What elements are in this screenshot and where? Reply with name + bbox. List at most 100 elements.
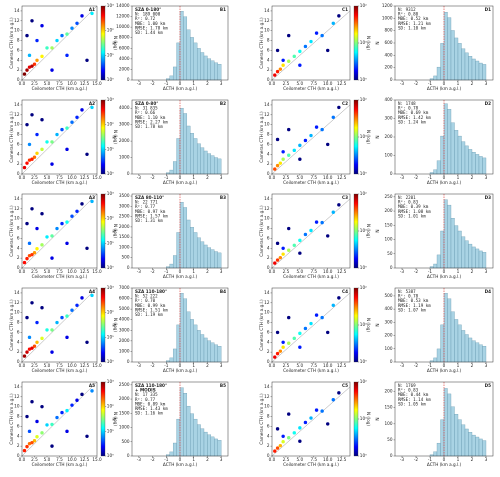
y-tick-label: 14 (264, 290, 270, 295)
histogram-bar (482, 64, 487, 81)
panel-label: C3 (342, 195, 348, 200)
one-to-one-line (271, 10, 351, 81)
x-tick-label: 0.0 (269, 457, 276, 462)
colorbar-tick-label: 10³ (107, 285, 114, 290)
colorbar-tick-label: 10³ (107, 379, 114, 384)
x-tick-label: 5.0 (297, 363, 304, 368)
density-point (275, 163, 280, 168)
y-tick-label: 10 (14, 216, 20, 221)
density-point (32, 155, 37, 159)
x-tick-label: -1 (164, 175, 169, 180)
density-point (281, 246, 285, 250)
x-tick-label: 7.5 (310, 457, 317, 462)
density-point (287, 153, 291, 157)
x-tick-label: 2.5 (31, 457, 38, 462)
density-point (70, 308, 74, 312)
x-tick-label: 2 (471, 81, 474, 86)
x-tick-label: -2 (414, 457, 419, 462)
histogram-bar (196, 237, 201, 269)
density-point (30, 440, 34, 445)
y-tick-label: 50 (387, 251, 393, 256)
plot-frame (394, 381, 494, 457)
density-point (30, 19, 34, 23)
x-tick-label: -3 (400, 363, 405, 368)
x-tick-label: 2 (471, 363, 474, 368)
colorbar-tick-label: 10¹ (107, 146, 114, 151)
colorbar-tick-label: 10¹ (360, 134, 367, 139)
panel-label: B1 (220, 7, 226, 12)
colorbar (353, 5, 359, 81)
one-to-one-line (21, 99, 98, 175)
density-point (50, 328, 54, 332)
panel-label: A1 (89, 7, 95, 12)
y-tick-label: 2000 (119, 396, 130, 401)
one-to-one-line (21, 381, 98, 457)
density-point (281, 434, 285, 438)
y-tick-label: 200 (385, 134, 393, 139)
density-point (35, 419, 39, 424)
x-tick-label: 12.5 (337, 81, 347, 86)
y-tick-label: 800 (385, 28, 393, 33)
one-to-one-line (271, 198, 351, 269)
y-axis-label: N (112, 135, 117, 138)
x-axis-label: ΔCTH (km a.g.l.) (427, 180, 462, 185)
y-tick-label: 4 (17, 151, 20, 156)
x-tick-label: -2 (150, 363, 155, 368)
density-point (80, 296, 84, 300)
x-axis-label: Ceilometer CTH (km a.g.l.) (32, 180, 88, 185)
density-point (85, 152, 89, 156)
histogram-bar (196, 330, 201, 363)
x-tick-label: 12.5 (80, 457, 90, 462)
density-point (25, 122, 29, 127)
colorbar-label: N (log) (113, 318, 118, 332)
density-point (70, 214, 74, 218)
colorbar-label: N (log) (366, 36, 371, 50)
density-point (80, 108, 84, 112)
density-point (30, 157, 34, 161)
colorbar-tick-label: 10⁰ (107, 359, 114, 364)
x-axis-label: Ceilometer CTH (km a.g.l.) (32, 274, 88, 279)
y-tick-label: 0 (390, 453, 393, 458)
histogram-bar (478, 438, 483, 457)
colorbar-tick-label: 10² (107, 216, 114, 221)
density-point (60, 410, 64, 415)
y-tick-label: 12 (264, 300, 270, 305)
stats-text: RMSE: 1.43 km (135, 406, 168, 411)
density-point (25, 315, 29, 320)
x-axis-label: ΔCTH (km a.g.l.) (427, 462, 462, 467)
x-tick-label: -1 (428, 363, 433, 368)
histogram-bar (176, 232, 181, 269)
density-point (314, 313, 319, 317)
y-tick-label: 6 (17, 47, 20, 52)
y-tick-label: 4 (17, 57, 20, 62)
colorbar (100, 5, 106, 81)
colorbar-tick-label: 10¹ (107, 52, 114, 57)
histogram-bar (196, 48, 201, 81)
x-tick-label: 12.5 (337, 457, 347, 462)
histogram-bar (207, 247, 212, 269)
histogram-bar (172, 161, 177, 175)
histogram-bar (207, 58, 212, 81)
y-tick-label: 0 (267, 453, 270, 458)
density-point (298, 426, 302, 430)
density-point (35, 38, 39, 43)
density-point (273, 167, 277, 171)
y-tick-label: 12 (264, 18, 270, 23)
y-tick-label: 2 (267, 161, 270, 166)
density-point (314, 220, 319, 224)
stats-text: SD: 1.44 km (135, 30, 163, 35)
plot-frame (271, 287, 351, 363)
histogram-bar (214, 62, 218, 81)
x-tick-label: -2 (414, 363, 419, 368)
histogram-bar (186, 311, 191, 363)
x-tick-label: 0.0 (269, 363, 276, 368)
histogram-bar (203, 337, 208, 363)
x-axis-label: ΔCTH (km a.g.l.) (427, 274, 462, 279)
density-point (40, 404, 44, 409)
y-axis-label: N (375, 41, 380, 44)
x-tick-label: 0 (179, 363, 182, 368)
stats-text: SD: 1.07 km (398, 307, 426, 312)
stats-text: R²: 0.80 (398, 12, 419, 17)
density-point (65, 32, 69, 36)
density-point (25, 444, 29, 449)
